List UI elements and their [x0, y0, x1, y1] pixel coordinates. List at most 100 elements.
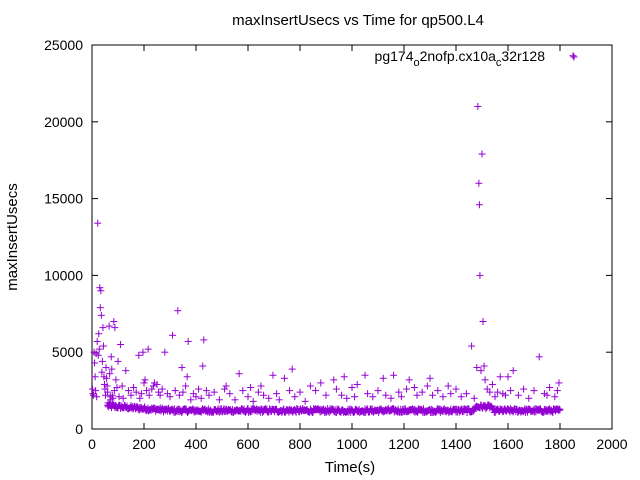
data-point — [296, 388, 304, 396]
data-point — [476, 271, 484, 279]
data-point — [94, 219, 102, 227]
data-point — [93, 337, 101, 345]
data-point — [141, 376, 149, 384]
data-point — [102, 364, 110, 372]
data-point — [113, 384, 121, 392]
data-point — [98, 357, 106, 365]
legend: pg174o2nofp.cx10ac32r128 — [375, 48, 578, 69]
data-point — [187, 396, 195, 404]
data-point — [569, 52, 577, 60]
data-point — [118, 382, 126, 390]
data-point — [192, 393, 200, 401]
data-point — [108, 365, 116, 373]
data-point — [247, 384, 255, 392]
data-point — [103, 374, 111, 382]
data-point — [92, 387, 100, 395]
data-point — [405, 376, 413, 384]
data-point — [166, 393, 174, 401]
data-point — [413, 391, 421, 399]
data-point — [452, 385, 460, 393]
data-point — [235, 370, 243, 378]
data-point — [107, 353, 115, 361]
y-tick-label: 15000 — [44, 191, 83, 207]
y-tick-label: 10000 — [44, 267, 83, 283]
y-tick-label: 20000 — [44, 114, 83, 130]
data-point — [555, 379, 563, 387]
x-tick-label: 0 — [88, 436, 96, 452]
data-point — [343, 394, 351, 402]
plot-area-border — [91, 44, 613, 430]
data-point — [89, 385, 97, 393]
data-point — [470, 407, 478, 415]
data-point — [462, 390, 470, 398]
data-point — [103, 382, 111, 390]
data-point — [202, 387, 210, 395]
y-axis-ticks: 0 5000 10000 15000 20000 25000 — [44, 37, 612, 437]
data-point — [514, 391, 522, 399]
data-point — [410, 384, 418, 392]
data-points — [89, 52, 577, 417]
data-point — [379, 374, 387, 382]
data-point — [210, 388, 218, 396]
data-point — [144, 345, 152, 353]
data-point — [382, 391, 390, 399]
data-point — [226, 390, 234, 398]
data-point — [555, 405, 563, 413]
data-point — [423, 382, 431, 390]
data-point — [161, 348, 169, 356]
data-point — [474, 102, 482, 110]
data-point — [361, 371, 369, 379]
data-point — [112, 376, 120, 384]
data-point — [477, 367, 485, 375]
data-point — [221, 385, 229, 393]
data-point — [260, 391, 268, 399]
x-tick-label: 800 — [288, 436, 312, 452]
data-point — [153, 380, 161, 388]
y-tick-label: 25000 — [44, 37, 83, 53]
data-point — [175, 391, 183, 399]
data-point — [491, 393, 499, 401]
data-point — [395, 388, 403, 396]
data-point — [486, 388, 494, 396]
legend-label-tail: 32r128 — [501, 48, 545, 64]
x-tick-label: 1200 — [388, 436, 419, 452]
y-tick-label: 0 — [75, 421, 83, 437]
data-point — [174, 307, 182, 315]
data-point — [143, 387, 151, 395]
y-axis-label: maxInsertUsecs — [4, 183, 21, 291]
data-point — [340, 373, 348, 381]
legend-label-mid: 2nofp.cx10a — [420, 48, 496, 64]
data-point — [249, 397, 257, 405]
data-point — [148, 385, 156, 393]
data-point — [507, 387, 515, 395]
data-point — [95, 330, 103, 338]
data-point — [301, 397, 309, 405]
data-point — [468, 342, 476, 350]
data-point — [122, 367, 130, 375]
data-point — [91, 359, 99, 367]
data-point — [115, 393, 123, 401]
data-point — [205, 391, 213, 399]
data-point — [215, 396, 223, 404]
data-point — [504, 373, 512, 381]
x-tick-label: 400 — [184, 436, 208, 452]
data-point — [543, 391, 551, 399]
data-point — [179, 388, 187, 396]
data-point — [364, 390, 372, 398]
data-point — [94, 351, 102, 359]
data-point — [351, 393, 359, 401]
data-point — [91, 373, 99, 381]
data-point — [254, 388, 262, 396]
x-tick-label: 1000 — [336, 436, 367, 452]
legend-label-sub2: c — [496, 57, 502, 69]
data-point — [403, 385, 411, 393]
data-point — [178, 364, 186, 372]
x-axis-label: Time(s) — [325, 459, 375, 476]
data-point — [183, 373, 191, 381]
data-point — [480, 362, 488, 370]
data-point — [475, 179, 483, 187]
data-point — [109, 394, 117, 402]
data-point — [265, 394, 273, 402]
data-point — [111, 324, 119, 332]
x-tick-label: 2000 — [596, 436, 627, 452]
